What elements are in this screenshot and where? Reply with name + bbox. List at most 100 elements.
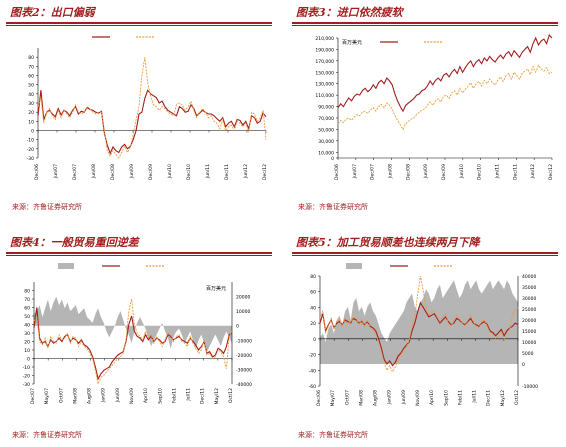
x-tick-label: Jan/09 [387,390,393,405]
y-tick-label: 80 [24,289,30,295]
y-tick-label: 0 [27,357,30,363]
chart-panel-fig2: 图表2：出口偏弱 -30 -20 -10 0 10 20 30 40 50 60 70 80 Dec/0… [4,2,274,214]
y-tick-label: -40 [309,368,316,374]
x-tick-label: Aug/08 [373,390,379,406]
x-tick-label: Dec/10 [186,164,192,180]
chart-fig5-plot: -60 -40 -20 0 20 40 60 80 -10000 0 5000 10000 15000 2… [309,263,538,407]
x-tick-label: Jun/07 [352,164,358,179]
x-tick-label: Dec/11 [224,164,230,180]
y-tick-label: -20 [27,147,34,153]
y-tick-label: 40 [24,323,30,329]
y-tick-label: -20 [309,353,316,359]
x-tick-label: Jun/09 [401,390,407,405]
legend-swatch-area [346,263,362,269]
y-tick-label: -60 [309,384,316,390]
chart-panel-fig5: 图表5：加工贸易顺差也连续两月下降 -60 -40 -20 0 20 40 60 80 -100… [290,232,560,444]
y-tick-label: 60 [28,74,34,80]
chart-title: 图表5：加工贸易顺差也连续两月下降 [296,236,480,249]
x-tick-label: Jun/11 [205,164,211,179]
y-tick-label: -20 [23,374,30,380]
chart-title: 图表2：出口偏弱 [10,6,95,19]
y-tick-label: 40 [28,92,34,98]
y-tick-label: 20 [28,110,34,116]
x-tick-label: Jun/09 [423,164,429,179]
title-rule-thin [6,255,272,256]
x-tick-label: Jul/11 [472,390,478,404]
y-tick-label: 170,000 [315,59,334,65]
y-tick-label: 0 [331,156,334,162]
x-tick-label: May/12 [214,388,220,405]
x-tick-label: Dec/08 [110,164,116,180]
x-tick-label: Nov/09 [129,388,135,404]
x-tick-label: Dec/11 [486,390,492,406]
y2-tick-label: 10000 [236,309,250,315]
y2-tick-label: 40000 [522,274,536,280]
x-tick-label: Dec/12 [548,164,554,180]
y2-tick-label: -10000 [522,384,538,390]
x-tick-label: May/12 [500,390,506,407]
y2-tick-label: -30000 [236,367,252,373]
y-tick-label: 0 [31,129,34,135]
y2-tick-label: 0 [236,324,239,330]
x-tick-label: May/07 [330,390,336,407]
source-note: 来源：齐鲁证券研究所 [12,203,82,211]
x-tick-label: May/07 [44,388,50,405]
chart-title: 图表3：进口依然疲软 [296,6,403,19]
title-rule-thin [6,25,272,26]
x-tick-label: Jun/11 [495,164,501,179]
series-line-solid [33,307,233,381]
title-rule-thin [292,255,558,256]
title-rule-thin [292,25,558,26]
y-tick-label: 50 [28,83,34,89]
y-tick-label: 60 [24,306,30,312]
x-tick-label: Jun/07 [53,164,59,179]
y2-tick-label: 0 [522,362,525,368]
y-tick-label: -30 [27,156,34,162]
y-tick-label: 20 [310,321,316,327]
source-note: 来源：齐鲁证券研究所 [298,431,368,439]
x-tick-label: Apr/10 [429,390,435,405]
x-tick-label: Dec/10 [477,164,483,180]
x-tick-label: Feb/11 [457,390,463,405]
y-tick-label: -10 [27,138,34,144]
x-tick-label: Jun/09 [115,388,121,403]
y-tick-label: 130,000 [315,82,334,88]
y2-tick-label: 20000 [236,295,250,301]
y2-tick-label: 25000 [522,307,536,313]
y-tick-label: 30 [28,101,34,107]
chart-title: 图表4：一般贸易重回逆差 [10,236,139,249]
y-tick-label: 40 [310,305,316,311]
y2-tick-label: -40000 [236,382,252,388]
series-line-solid [337,34,553,113]
x-tick-label: Jun/10 [459,164,465,179]
y-tick-label: 80 [310,274,316,280]
chart-panel-fig3: 图表3：进口依然疲软 0 10,000 30,000 50,000 70,000 90,0… [290,2,560,214]
x-tick-label: Jun/12 [530,164,536,179]
legend-unit-label: 百万美元 [342,39,362,46]
chart-fig3-plot: 010,000 30,000 50,000 70,000 90,000 110,000 13… [315,34,554,180]
x-tick-label: Dec/11 [200,388,206,404]
series-area-0 [320,280,518,364]
y-tick-label: 20 [24,340,30,346]
y2-tick-label: -10000 [236,338,252,344]
y2-tick-label: 5000 [522,351,534,357]
x-tick-label: Oct/07 [58,388,64,403]
x-tick-label: Dec/06 [334,164,340,180]
x-tick-label: Jan/09 [101,388,107,403]
legend-unit-label: 百万美元 [206,285,226,292]
x-tick-label: Sep/10 [443,390,449,406]
y-tick-label: -10 [23,365,30,371]
y2-tick-label: 15000 [522,329,536,335]
y-tick-label: 90,000 [318,105,334,111]
x-tick-label: Dec/11 [512,164,518,180]
x-tick-label: Dec/09 [441,164,447,180]
chart-panel-fig4: 图表4：一般贸易重回逆差 -30 -20 -10 0 10 20 30 40 50 60 70 80-… [4,232,274,444]
y2-tick-label: 30000 [522,296,536,302]
y-tick-label: 30 [24,331,30,337]
title-rule [292,252,558,254]
series-line-dashed [33,298,233,386]
y-tick-label: 190,000 [315,47,334,53]
y-tick-label: 60 [310,290,316,296]
series-line-dashed [319,275,519,373]
x-tick-label: Sep/10 [157,388,163,404]
